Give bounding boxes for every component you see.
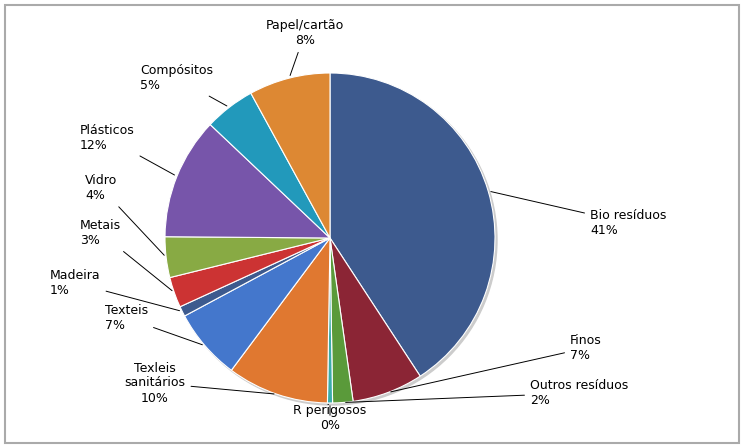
Wedge shape [165,237,330,278]
Text: R perigosos
0%: R perigosos 0% [293,404,367,432]
Wedge shape [327,238,333,403]
Wedge shape [330,238,353,403]
Wedge shape [180,238,330,316]
Text: Outros resíduos
2%: Outros resíduos 2% [346,379,628,407]
Text: Bio resíduos
41%: Bio resíduos 41% [491,192,667,237]
Text: Vidro
4%: Vidro 4% [85,174,164,255]
Text: Metais
3%: Metais 3% [80,219,172,291]
Wedge shape [165,125,330,238]
Text: Texteis
7%: Texteis 7% [105,304,202,345]
Text: Texleis
sanitários
10%: Texleis sanitários 10% [124,362,274,405]
Wedge shape [330,238,420,401]
Text: Papel/cartão
8%: Papel/cartão 8% [266,19,344,76]
Wedge shape [185,238,330,370]
Wedge shape [231,238,330,403]
Wedge shape [251,73,330,238]
Text: Compósitos
5%: Compósitos 5% [140,64,227,106]
Wedge shape [170,238,330,307]
Wedge shape [330,73,495,376]
Circle shape [167,75,497,405]
Text: Madeira
1%: Madeira 1% [50,269,179,311]
Text: Plásticos
12%: Plásticos 12% [80,124,175,175]
Text: Finos
7%: Finos 7% [391,334,602,392]
Wedge shape [211,93,330,238]
